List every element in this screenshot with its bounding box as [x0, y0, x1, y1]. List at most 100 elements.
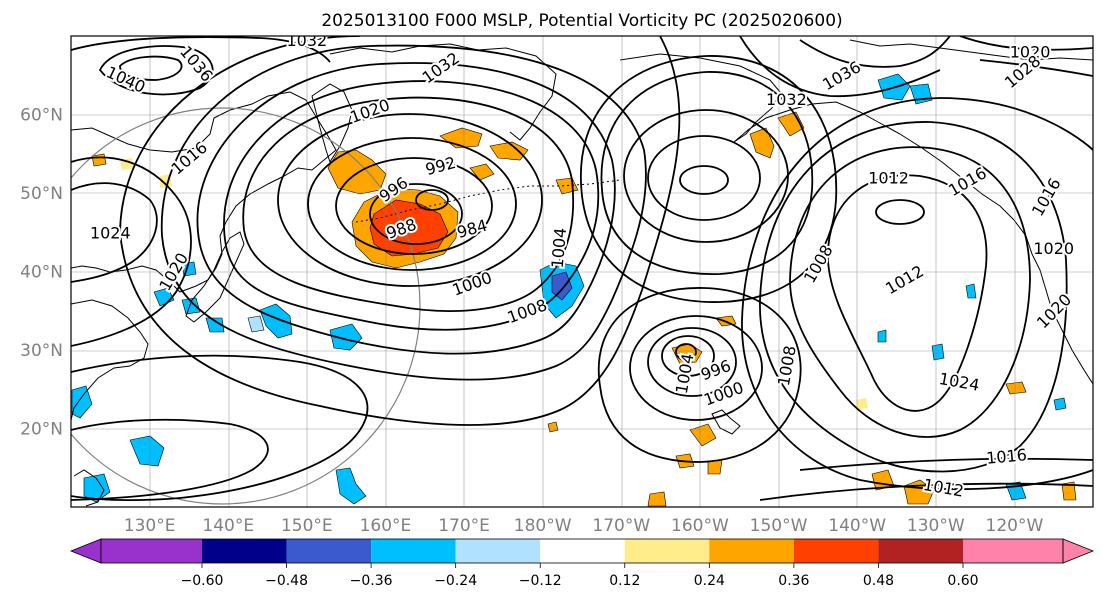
mslp-isobars: [71, 36, 1093, 502]
isobar-1028-northeast: [979, 59, 1093, 77]
coastline-asia: [71, 91, 337, 293]
isobar-1032-north: [739, 36, 941, 98]
isobar-1000-subtropical: [647, 327, 737, 397]
isobar-1020-alaska: [579, 55, 838, 303]
pv-negative-area: [71, 385, 93, 419]
lat-label: 30°N: [20, 341, 63, 361]
coastline-kamchatka: [311, 83, 353, 164]
isobar-label: 1020: [1033, 239, 1074, 258]
lon-label: 180°W: [514, 516, 572, 536]
isobar-1016-east: [759, 121, 1068, 473]
longitude-labels: 130°E 140°E 150°E 160°E 170°E 180°W 170°W 160°W…: [124, 516, 1044, 536]
coastlines: [71, 39, 1093, 507]
pv-negative-area: [335, 467, 367, 505]
pv-negative-area: [247, 315, 265, 333]
pv-shading: [71, 73, 1077, 507]
isobar-1012-southeast: [759, 482, 1093, 501]
pv-negative-area: [83, 473, 111, 503]
isobar-label: 1032: [766, 90, 807, 109]
colorbar-tick-label: 0.60: [947, 573, 978, 589]
isobar-1036-north: [799, 36, 951, 68]
map-frame: [70, 35, 1094, 508]
lon-label: 160°E: [360, 516, 412, 536]
colorbar-bin: [963, 539, 1063, 563]
isobar-1024-alaska: [600, 71, 814, 275]
isobar-label: 1016: [985, 445, 1027, 467]
isobar-1004: [242, 96, 574, 312]
colorbar-bin: [624, 539, 710, 563]
pv-negative-area: [205, 317, 225, 333]
isobar-1012: [196, 62, 616, 355]
colorbar-frame: [100, 538, 1064, 564]
isobar-1020-east: [789, 146, 1031, 438]
isobar-1036: [98, 45, 214, 96]
lon-label: 140°E: [202, 516, 254, 536]
pv-negative-area: [259, 303, 293, 339]
isobar-1024-west: [71, 182, 158, 283]
colorbar-bin: [202, 539, 287, 563]
isobar-label: 1012: [868, 168, 909, 187]
pv-negative-area: [1053, 397, 1067, 411]
colorbar-tick-label: 0.36: [778, 573, 809, 589]
coastline-alaska: [619, 53, 1015, 221]
pv-positive-area: [1005, 381, 1027, 395]
colorbar-bin: [793, 539, 879, 563]
isobar-1032-alaska: [647, 135, 761, 221]
coastline-philippines: [73, 469, 105, 507]
isobar-label: 1004: [548, 227, 570, 269]
lon-label: 170°W: [592, 516, 650, 536]
colorbar-extend-max: [1062, 538, 1095, 564]
pv-positive-area: [547, 421, 559, 433]
lat-label: 50°N: [20, 184, 63, 204]
isobar-1032: [71, 36, 331, 63]
lon-label: 150°W: [750, 516, 808, 536]
lat-label: 60°N: [20, 106, 63, 126]
colorbar-tick-label: 0.12: [609, 573, 640, 589]
isobar-1004-subtropical: [629, 315, 763, 421]
pv-positive-area: [856, 398, 868, 410]
isobar-1020-northeast: [959, 36, 1093, 51]
isobar-1024-east: [827, 174, 988, 412]
isobar-1016: [160, 44, 647, 381]
isobar-1008-subtropical: [597, 287, 802, 463]
pv-negative-area: [181, 297, 201, 315]
pv-negative-area: [129, 435, 165, 467]
lon-label: 160°W: [671, 516, 729, 536]
colorbar-tick-label: 0.48: [863, 573, 894, 589]
isobar-1016-south: [71, 354, 369, 502]
pv-positive-area: [91, 153, 107, 167]
coastline-siberia-north: [329, 43, 557, 141]
colorbar-extend-min: [69, 538, 102, 564]
lon-label: 170°E: [438, 516, 490, 536]
colorbar-bin: [286, 539, 372, 563]
pv-positive-area: [469, 163, 495, 181]
coastline-china-coast: [71, 299, 149, 421]
isobar-996-subtropical: [661, 335, 715, 377]
pv-negative-area: [931, 343, 945, 361]
coastline-japan: [185, 231, 245, 323]
lat-label: 20°N: [20, 420, 63, 440]
lon-label: 120°W: [986, 516, 1044, 536]
pv-negative-area: [877, 329, 887, 343]
colorbar-bin: [455, 539, 541, 563]
lat-label: 40°N: [20, 263, 63, 283]
coastline-canada-north: [849, 39, 1093, 61]
coastline-hawaii: [711, 409, 741, 435]
isobar-984: [415, 189, 449, 211]
isobar-label: 1024: [90, 223, 131, 242]
isobar-1036-alaska: [679, 165, 729, 195]
pv-strong-negative-area: [551, 271, 573, 301]
isobar-label: 1032: [286, 31, 327, 50]
colorbar-tick-label: −0.24: [434, 573, 477, 589]
isobar-1008: [223, 80, 600, 331]
map-background: [71, 36, 1093, 507]
isobar-992-subtropical: [675, 343, 697, 361]
colorbar-bin: [540, 539, 625, 563]
pv-positive-area: [647, 491, 667, 507]
isobar-1028-east: [875, 199, 925, 225]
isobar-1020-west: [71, 156, 192, 347]
isobar-992: [335, 157, 493, 255]
pv-positive-area: [1061, 481, 1077, 501]
pv-positive-area: [689, 423, 717, 447]
pv-strong-positive-area: [369, 199, 449, 257]
